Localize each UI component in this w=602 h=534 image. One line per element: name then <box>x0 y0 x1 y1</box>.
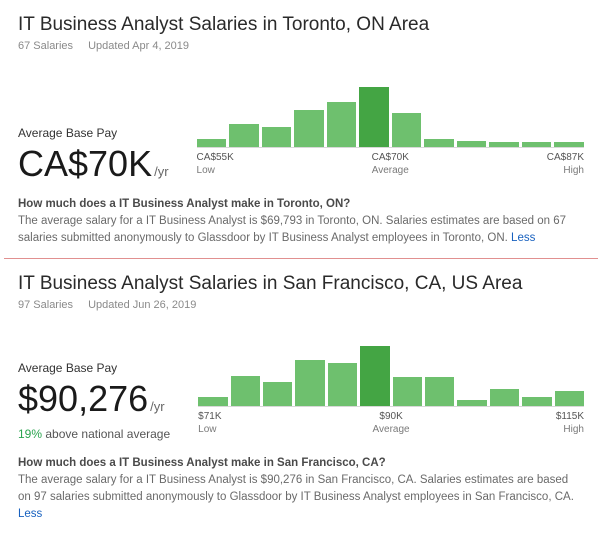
less-link[interactable]: Less <box>18 508 42 520</box>
chart-bar <box>197 139 227 147</box>
panel-title: IT Business Analyst Salaries in Toronto,… <box>18 14 584 36</box>
distribution-chart: CA$55KLow CA$70KAverage CA$87KHigh <box>197 70 584 182</box>
axis-tick-mid: $90KAverage <box>373 411 410 436</box>
chart-bar <box>554 142 584 147</box>
chart-bar <box>198 397 227 406</box>
chart-axis: $71KLow $90KAverage $115KHigh <box>198 411 584 441</box>
description-text: The average salary for a IT Business Ana… <box>18 474 574 503</box>
axis-label: Low <box>197 165 234 178</box>
description-question: How much does a IT Business Analyst make… <box>18 198 584 210</box>
chart-bar <box>262 127 292 147</box>
panel-meta: 67 Salaries Updated Apr 4, 2019 <box>18 40 584 52</box>
axis-label: High <box>556 424 584 437</box>
comparison-text: 19% above national average <box>18 427 170 441</box>
chart-bar <box>295 360 324 406</box>
pay-row: Average Base Pay $90,276/yr 19% above nati… <box>18 329 584 441</box>
chart-bar <box>229 124 259 147</box>
axis-label: Average <box>373 424 410 437</box>
chart-bar <box>457 141 487 147</box>
chart-bar <box>327 102 357 147</box>
comparison-percent: 19% <box>18 427 42 441</box>
chart-bar <box>425 377 454 406</box>
per-year-label: /yr <box>150 399 164 414</box>
chart-bar <box>294 110 324 147</box>
description-question: How much does a IT Business Analyst make… <box>18 457 584 469</box>
chart-bar <box>263 382 292 407</box>
description-block: How much does a IT Business Analyst make… <box>18 457 584 522</box>
salary-panel: IT Business Analyst Salaries in Toronto,… <box>0 0 602 258</box>
axis-tick-high: $115KHigh <box>556 411 584 436</box>
chart-bar <box>457 400 486 406</box>
description-block: How much does a IT Business Analyst make… <box>18 198 584 246</box>
axis-label: High <box>547 165 584 178</box>
meta-separator <box>79 40 82 52</box>
axis-tick-high: CA$87KHigh <box>547 152 584 177</box>
description-text: The average salary for a IT Business Ana… <box>18 215 566 244</box>
chart-bar <box>359 87 389 147</box>
salaries-count: 97 Salaries <box>18 299 73 311</box>
panel-title: IT Business Analyst Salaries in San Fran… <box>18 273 584 295</box>
pay-value: $90,276/yr <box>18 381 170 417</box>
chart-axis: CA$55KLow CA$70KAverage CA$87KHigh <box>197 152 584 182</box>
salaries-count: 67 Salaries <box>18 40 73 52</box>
chart-bar <box>522 142 552 147</box>
pay-block: Average Base Pay CA$70K/yr <box>18 126 169 182</box>
per-year-label: /yr <box>154 164 168 179</box>
salary-panel: IT Business Analyst Salaries in San Fran… <box>0 259 602 534</box>
chart-bar <box>490 389 519 406</box>
chart-bars <box>198 329 584 407</box>
axis-tick-low: CA$55KLow <box>197 152 234 177</box>
chart-bar <box>360 346 389 406</box>
description-answer: The average salary for a IT Business Ana… <box>18 213 584 246</box>
axis-value: CA$87K <box>547 152 584 165</box>
meta-separator <box>79 299 82 311</box>
axis-value: CA$55K <box>197 152 234 165</box>
chart-bars <box>197 70 584 148</box>
updated-date: Updated Apr 4, 2019 <box>88 40 189 52</box>
pay-block: Average Base Pay $90,276/yr 19% above nati… <box>18 361 170 441</box>
pay-amount: $90,276 <box>18 378 148 419</box>
axis-value: $71K <box>198 411 221 424</box>
chart-bar <box>392 113 422 147</box>
axis-label: Low <box>198 424 221 437</box>
pay-value: CA$70K/yr <box>18 146 169 182</box>
chart-bar <box>424 139 454 147</box>
pay-amount: CA$70K <box>18 143 152 184</box>
less-link[interactable]: Less <box>511 232 535 244</box>
pay-label: Average Base Pay <box>18 126 169 140</box>
chart-bar <box>522 397 551 406</box>
distribution-chart: $71KLow $90KAverage $115KHigh <box>198 329 584 441</box>
panel-meta: 97 Salaries Updated Jun 26, 2019 <box>18 299 584 311</box>
chart-bar <box>555 391 584 406</box>
pay-row: Average Base Pay CA$70K/yr CA$55KLow CA$70K… <box>18 70 584 182</box>
pay-label: Average Base Pay <box>18 361 170 375</box>
axis-value: $115K <box>556 411 584 424</box>
axis-tick-low: $71KLow <box>198 411 221 436</box>
chart-bar <box>393 377 422 406</box>
comparison-rest: above national average <box>42 427 170 441</box>
axis-label: Average <box>372 165 409 178</box>
axis-tick-mid: CA$70KAverage <box>372 152 409 177</box>
chart-bar <box>231 376 260 407</box>
chart-bar <box>328 363 357 406</box>
updated-date: Updated Jun 26, 2019 <box>88 299 196 311</box>
chart-bar <box>489 142 519 147</box>
axis-value: CA$70K <box>372 152 409 165</box>
axis-value: $90K <box>373 411 410 424</box>
